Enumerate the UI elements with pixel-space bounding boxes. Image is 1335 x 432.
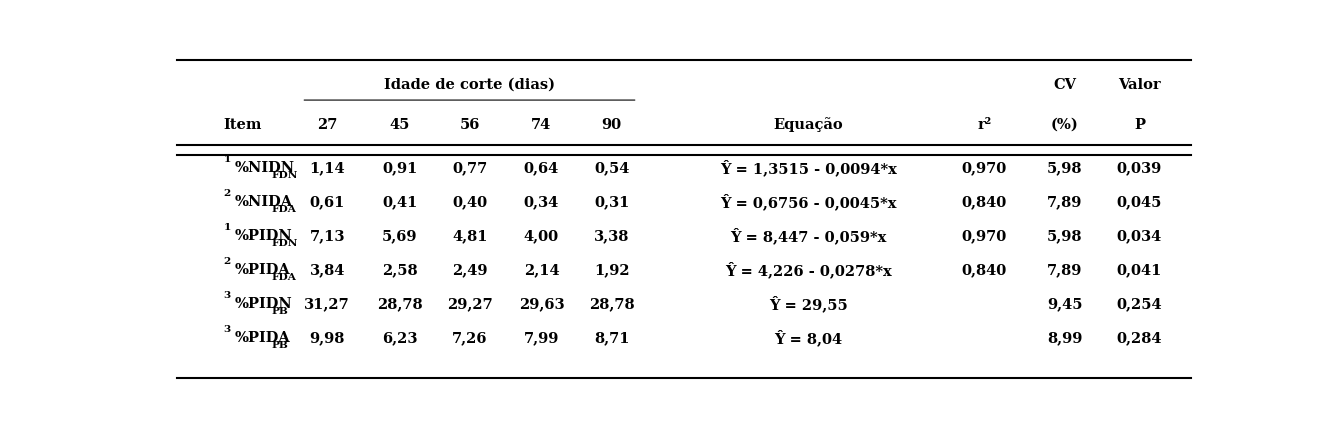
Text: 4,00: 4,00 [523,229,559,243]
Text: 0,039: 0,039 [1117,161,1161,175]
Text: Ŷ = 8,447 - 0,059*x: Ŷ = 8,447 - 0,059*x [730,228,886,245]
Text: Ŷ = 8,04: Ŷ = 8,04 [774,330,842,346]
Text: 2,49: 2,49 [453,263,487,277]
Text: %PIDA: %PIDA [234,331,290,345]
Text: Ŷ = 29,55: Ŷ = 29,55 [769,295,848,312]
Text: Item: Item [224,118,262,132]
Text: 3: 3 [224,325,231,334]
Text: %NIDN: %NIDN [234,161,294,175]
Text: %PIDN: %PIDN [234,297,292,311]
Text: 7,26: 7,26 [453,331,487,345]
Text: 0,254: 0,254 [1116,297,1163,311]
Text: r²: r² [977,118,992,132]
Text: 2,14: 2,14 [523,263,559,277]
Text: 0,041: 0,041 [1117,263,1161,277]
Text: PB: PB [271,307,288,316]
Text: 3: 3 [224,291,231,300]
Text: 0,034: 0,034 [1117,229,1161,243]
Text: 56: 56 [459,118,481,132]
Text: 4,81: 4,81 [453,229,487,243]
Text: PB: PB [271,341,288,350]
Text: 2: 2 [224,257,231,266]
Text: Ŷ = 4,226 - 0,0278*x: Ŷ = 4,226 - 0,0278*x [725,262,892,279]
Text: 3,84: 3,84 [310,263,344,277]
Text: 0,840: 0,840 [961,195,1007,209]
Text: Ŷ = 0,6756 - 0,0045*x: Ŷ = 0,6756 - 0,0045*x [720,194,897,210]
Text: 29,27: 29,27 [447,297,493,311]
Text: 90: 90 [602,118,622,132]
Text: Valor: Valor [1119,78,1160,92]
Text: %NIDA: %NIDA [234,195,292,209]
Text: 9,98: 9,98 [310,331,344,345]
Text: 27: 27 [316,118,338,132]
Text: 2: 2 [224,189,231,198]
Text: 5,98: 5,98 [1047,229,1083,243]
Text: 0,40: 0,40 [453,195,487,209]
Text: 29,63: 29,63 [518,297,565,311]
Text: 0,34: 0,34 [523,195,559,209]
Text: 7,99: 7,99 [523,331,559,345]
Text: FDN: FDN [271,239,298,248]
Text: 0,840: 0,840 [961,263,1007,277]
Text: 7,89: 7,89 [1047,195,1083,209]
Text: 28,78: 28,78 [376,297,422,311]
Text: 5,98: 5,98 [1047,161,1083,175]
Text: 5,69: 5,69 [382,229,418,243]
Text: 31,27: 31,27 [304,297,350,311]
Text: 0,045: 0,045 [1117,195,1161,209]
Text: 45: 45 [390,118,410,132]
Text: 7,13: 7,13 [310,229,344,243]
Text: 9,45: 9,45 [1047,297,1083,311]
Text: 1,92: 1,92 [594,263,630,277]
Text: 3,38: 3,38 [594,229,629,243]
Text: 6,23: 6,23 [382,331,418,345]
Text: Ŷ = 1,3515 - 0,0094*x: Ŷ = 1,3515 - 0,0094*x [720,160,897,177]
Text: 1: 1 [224,223,231,232]
Text: 0,970: 0,970 [961,229,1007,243]
Text: %PIDA: %PIDA [234,263,290,277]
Text: (%): (%) [1051,118,1079,132]
Text: %PIDN: %PIDN [234,229,292,243]
Text: 0,284: 0,284 [1116,331,1163,345]
Text: P: P [1133,118,1145,132]
Text: 8,99: 8,99 [1047,331,1083,345]
Text: FDA: FDA [271,273,296,282]
Text: 8,71: 8,71 [594,331,630,345]
Text: 0,31: 0,31 [594,195,629,209]
Text: 7,89: 7,89 [1047,263,1083,277]
Text: FDN: FDN [271,171,298,180]
Text: Idade de corte (dias): Idade de corte (dias) [384,78,555,92]
Text: 0,61: 0,61 [310,195,344,209]
Text: CV: CV [1053,78,1076,92]
Text: 2,58: 2,58 [382,263,418,277]
Text: 0,41: 0,41 [382,195,418,209]
Text: 0,91: 0,91 [382,161,418,175]
Text: 0,64: 0,64 [523,161,559,175]
Text: 0,54: 0,54 [594,161,629,175]
Text: FDA: FDA [271,205,296,214]
Text: 1,14: 1,14 [310,161,344,175]
Text: 1: 1 [224,156,231,165]
Text: 74: 74 [531,118,551,132]
Text: 0,970: 0,970 [961,161,1007,175]
Text: Equação: Equação [773,118,844,133]
Text: 0,77: 0,77 [453,161,487,175]
Text: 28,78: 28,78 [589,297,634,311]
